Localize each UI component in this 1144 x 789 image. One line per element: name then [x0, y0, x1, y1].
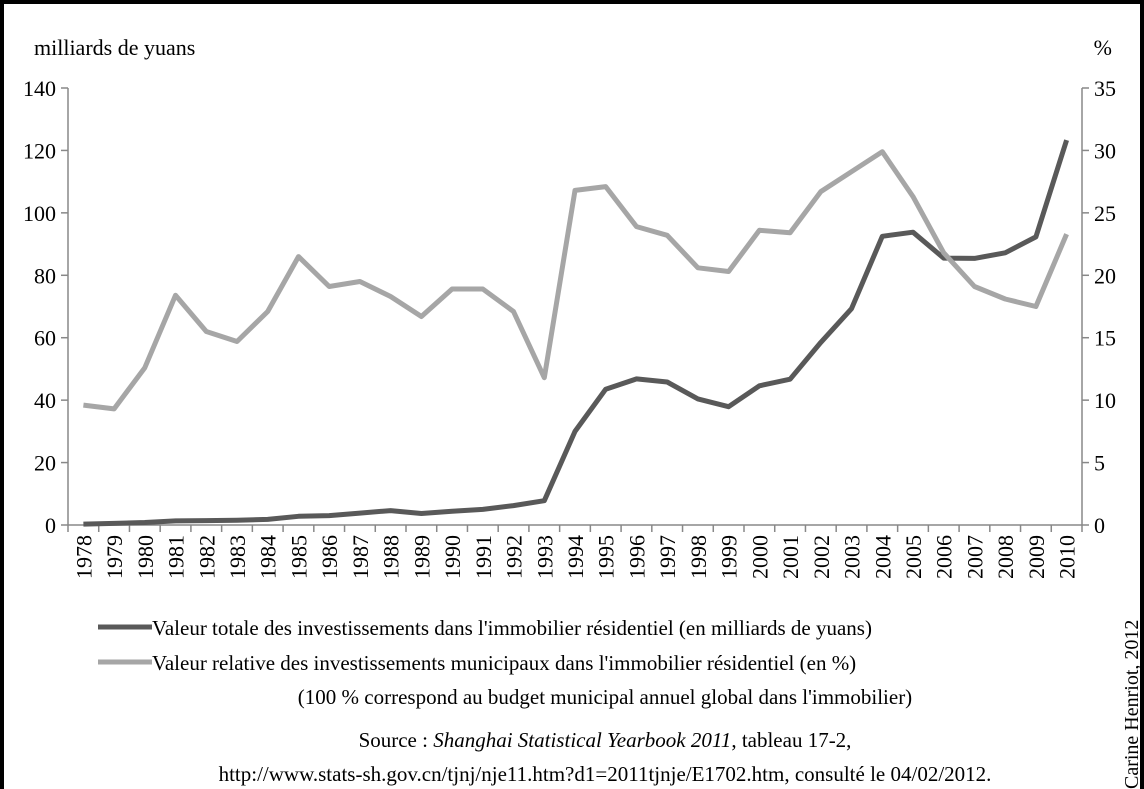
source-prefix: Source : — [359, 728, 434, 752]
x-tick-label: 1979 — [102, 535, 127, 579]
y-tick-label: 60 — [34, 326, 56, 351]
y-tick-label: 0 — [45, 513, 56, 538]
x-tick-label: 1995 — [594, 535, 619, 579]
y-tick-label: 120 — [23, 138, 56, 163]
y2-tick-label: 30 — [1094, 138, 1116, 163]
x-tick-label: 1978 — [71, 535, 96, 579]
y-tick-label: 80 — [34, 263, 56, 288]
x-tick-label: 2008 — [993, 535, 1018, 579]
y2-tick-label: 5 — [1094, 451, 1105, 476]
y-tick-label: 140 — [23, 76, 56, 101]
x-tick-label: 1994 — [563, 535, 588, 579]
legend-label: Valeur relative des investissements muni… — [152, 651, 856, 675]
x-tick-label: 2002 — [809, 535, 834, 579]
x-tick-label: 1988 — [379, 535, 404, 579]
x-tick-label: 1993 — [532, 535, 557, 579]
x-tick-label: 1982 — [194, 535, 219, 579]
source: Source : Shanghai Statistical Yearbook 2… — [359, 728, 852, 752]
x-tick-label: 1999 — [717, 535, 742, 579]
x-tick-label: 1991 — [471, 535, 496, 579]
x-tick-label: 1984 — [256, 535, 281, 579]
source-title: Shanghai Statistical Yearbook 2011 — [433, 728, 731, 752]
y2-tick-label: 20 — [1094, 263, 1116, 288]
note: (100 % correspond au budget municipal an… — [298, 685, 912, 709]
x-tick-label: 1987 — [348, 535, 373, 579]
y2-tick-label: 15 — [1094, 326, 1116, 351]
x-tick-label: 1998 — [686, 535, 711, 579]
x-tick-label: 1981 — [164, 535, 189, 579]
credit: Carine Henriot, 2012 — [1121, 620, 1143, 789]
y2-tick-label: 35 — [1094, 76, 1116, 101]
x-tick-label: 1986 — [317, 535, 342, 579]
x-tick-label: 2005 — [901, 535, 926, 579]
x-tick-label: 1996 — [624, 535, 649, 579]
x-tick-label: 1997 — [655, 535, 680, 579]
x-tick-label: 2009 — [1024, 535, 1049, 579]
x-tick-label: 2010 — [1055, 535, 1080, 579]
x-tick-label: 2001 — [778, 535, 803, 579]
x-tick-label: 1990 — [440, 535, 465, 579]
x-tick-label: 2003 — [840, 535, 865, 579]
series-line — [83, 139, 1069, 527]
series-line — [83, 149, 1069, 412]
x-tick-label: 1980 — [133, 535, 158, 579]
y2-tick-label: 25 — [1094, 201, 1116, 226]
y2-tick-label: 10 — [1094, 388, 1116, 413]
x-tick-label: 1983 — [225, 535, 250, 579]
x-tick-label: 2006 — [932, 535, 957, 579]
x-tick-label: 2004 — [870, 535, 895, 579]
x-tick-label: 1992 — [502, 535, 527, 579]
y-axis-label: milliards de yuans — [34, 35, 195, 60]
legend-label: Valeur totale des investissements dans l… — [152, 616, 872, 640]
y-tick-label: 20 — [34, 451, 56, 476]
source-url: http://www.stats-sh.gov.cn/tjnj/nje11.ht… — [219, 762, 992, 786]
y-tick-label: 100 — [23, 201, 56, 226]
x-tick-label: 2000 — [747, 535, 772, 579]
y-tick-label: 40 — [34, 388, 56, 413]
y2-axis-label: % — [1094, 35, 1112, 60]
x-tick-label: 1985 — [286, 535, 311, 579]
y2-tick-label: 0 — [1094, 513, 1105, 538]
source-suffix: , tableau 17-2, — [731, 728, 851, 752]
x-tick-label: 2007 — [962, 535, 987, 579]
x-tick-label: 1989 — [409, 535, 434, 579]
